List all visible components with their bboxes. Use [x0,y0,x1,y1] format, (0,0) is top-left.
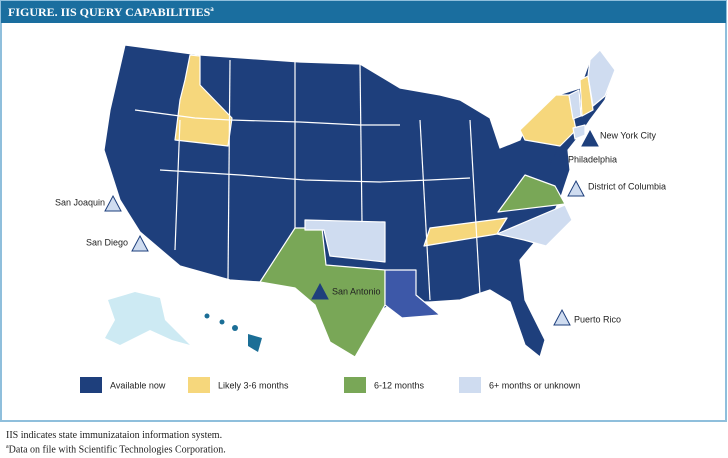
state-borders [359,63,363,223]
legend-swatch [344,377,366,393]
location-marker [104,194,122,212]
legend-label: 6+ months or unknown [489,380,580,390]
location-marker [581,129,599,147]
footnote-marker: a [6,444,9,450]
state-borders [227,59,231,281]
location-label: New York City [600,130,657,140]
virginia [497,174,566,213]
title-bar [1,1,726,23]
alaska [105,292,190,345]
location-marker [131,234,149,252]
title: FIGURE. IIS QUERY CAPABILITIESa [8,5,214,19]
island [219,319,225,325]
hawaii [204,313,262,352]
new-hampshire [579,75,594,117]
louisiana [384,269,441,319]
location-label: District of Columbia [588,181,666,191]
legend-swatch [459,377,481,393]
vermont [568,89,582,120]
state-borders [159,169,471,183]
north-carolina [496,204,573,247]
location-label: Philadelphia [568,154,617,164]
location-marker [553,308,571,326]
maine [587,49,616,107]
state-borders [174,119,181,251]
oklahoma [304,219,386,263]
location-marker [567,179,585,197]
island [232,325,238,331]
footnote: aData on file with Scientific Technologi… [6,444,226,455]
state-borders [469,119,481,296]
legend-swatch [188,377,210,393]
location-label: San Joaquin [55,197,105,207]
legend-label: Available now [110,380,166,390]
idaho [174,54,233,147]
title-text: FIGURE. IIS QUERY CAPABILITIES [8,5,211,19]
location-marker [311,282,329,300]
footnote-text: Data on file with Scientific Technologie… [8,444,226,456]
figure: FIGURE. IIS QUERY CAPABILITIESa San Joaq… [0,0,727,422]
location-label: San Antonio [332,286,381,296]
state-borders [134,109,400,126]
state-borders [419,119,431,301]
location-label: San Diego [86,237,128,247]
locations: San Joaquin San Diego San Antonio New York … [55,129,666,326]
connecticut [572,124,586,140]
island [248,334,262,352]
location-marker [548,149,566,167]
island [204,313,210,319]
legend: Available now Likely 3-6 months 6-12 month… [80,377,580,393]
legend-label: 6-12 months [374,380,425,390]
location-label: Puerto Rico [574,314,621,324]
legend-label: Likely 3-6 months [218,380,289,390]
title-superscript: a [210,5,214,13]
footnote: IIS indicates state immunizataion inform… [6,430,223,441]
legend-swatch [80,377,102,393]
